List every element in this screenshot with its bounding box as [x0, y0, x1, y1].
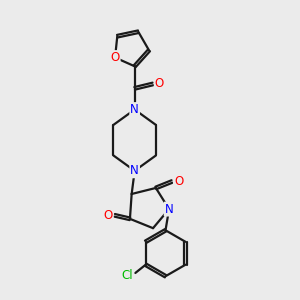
Text: N: N — [165, 202, 173, 216]
Text: O: O — [155, 77, 164, 90]
Text: O: O — [110, 51, 120, 64]
Text: Cl: Cl — [122, 269, 133, 282]
Text: O: O — [103, 209, 113, 222]
Text: N: N — [130, 103, 139, 116]
Text: O: O — [174, 175, 183, 188]
Text: N: N — [130, 164, 139, 177]
